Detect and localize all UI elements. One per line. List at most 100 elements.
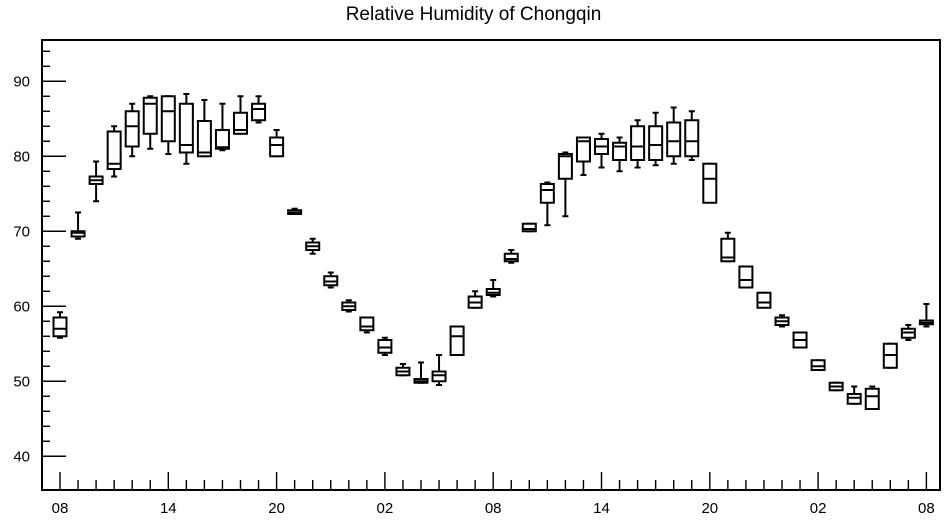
x-tick-label: 14 [593, 500, 610, 517]
x-tick-label: 08 [52, 500, 69, 517]
chart-title: Relative Humidity of Chongqin [345, 4, 602, 25]
x-tick-label: 14 [160, 500, 177, 517]
y-tick-label: 70 [13, 223, 30, 240]
box-group [666, 106, 682, 165]
box-group [467, 290, 483, 309]
x-tick-label: 08 [485, 500, 502, 517]
box-group [846, 385, 862, 405]
tick-labels: 40 50 60 70 80 90 08 14 20 02 08 14 20 02 08 [13, 73, 934, 517]
box-group [251, 95, 267, 124]
box [124, 110, 140, 148]
box-group [575, 136, 591, 176]
box [70, 230, 86, 238]
x-tick-label: 08 [918, 500, 935, 517]
box-group [918, 303, 934, 328]
box [756, 291, 772, 309]
box-group [160, 95, 176, 155]
box [214, 129, 230, 150]
box-group [124, 102, 140, 158]
y-tick-label: 60 [13, 298, 30, 315]
box-group [503, 249, 519, 264]
box-group [810, 359, 826, 371]
box-group [106, 125, 122, 178]
box [251, 102, 267, 122]
y-tick-label: 40 [13, 448, 30, 465]
box-group [196, 99, 212, 158]
box-group [377, 336, 393, 356]
box [702, 162, 718, 204]
box [503, 252, 519, 263]
box [630, 125, 646, 161]
box-group [52, 311, 68, 339]
x-tick-label: 20 [268, 500, 285, 517]
box [864, 387, 880, 410]
box-group [702, 162, 718, 204]
box [52, 316, 68, 338]
box [539, 183, 555, 204]
box-group [305, 237, 321, 255]
y-tick-label: 80 [13, 148, 30, 165]
x-tick-label: 02 [377, 500, 394, 517]
y-tick-label: 90 [13, 73, 30, 90]
box-group [738, 265, 754, 289]
box [377, 339, 393, 354]
box [666, 121, 682, 158]
box-group [648, 111, 664, 167]
x-tick-label: 20 [701, 500, 718, 517]
box-group [395, 363, 411, 377]
box-group [539, 181, 555, 227]
plot-frame [41, 39, 941, 491]
box-group [142, 95, 158, 150]
box-group [612, 136, 628, 173]
box-group [485, 279, 501, 298]
box [648, 125, 664, 161]
axis-ticks [42, 50, 928, 490]
box [521, 222, 537, 233]
box-group [774, 314, 790, 328]
box [846, 393, 862, 405]
box-group [720, 231, 736, 263]
box-group [323, 271, 339, 289]
box-group [521, 222, 537, 233]
box-group [594, 132, 609, 169]
box-group [413, 361, 429, 384]
box [269, 136, 285, 158]
box-group [359, 316, 375, 334]
box [142, 96, 158, 135]
box-group [882, 342, 898, 369]
box [359, 316, 375, 332]
box-group [70, 211, 86, 240]
box-group [756, 291, 772, 309]
box [106, 130, 122, 170]
box [557, 153, 573, 180]
box-group [431, 354, 447, 386]
box [684, 119, 700, 158]
box [178, 102, 194, 154]
box-group [233, 95, 248, 135]
box-group [88, 160, 104, 203]
box-group [341, 299, 357, 313]
box [449, 325, 465, 356]
box [720, 237, 736, 263]
box-group [792, 331, 808, 349]
box [575, 136, 591, 163]
y-tick-label: 50 [13, 373, 30, 390]
box [810, 359, 826, 371]
box [160, 95, 176, 143]
box [233, 111, 248, 135]
box-group [178, 93, 194, 165]
boxes-layer [52, 93, 934, 410]
box-group [449, 325, 465, 356]
box [196, 120, 212, 158]
box-group [214, 102, 230, 152]
box [431, 370, 447, 383]
box-group [287, 207, 303, 215]
box [738, 265, 754, 289]
box-group [900, 324, 916, 341]
box-group [269, 129, 285, 158]
box-group [864, 385, 880, 410]
box-group [684, 110, 700, 161]
box-group [557, 151, 573, 218]
box-group [630, 119, 646, 169]
